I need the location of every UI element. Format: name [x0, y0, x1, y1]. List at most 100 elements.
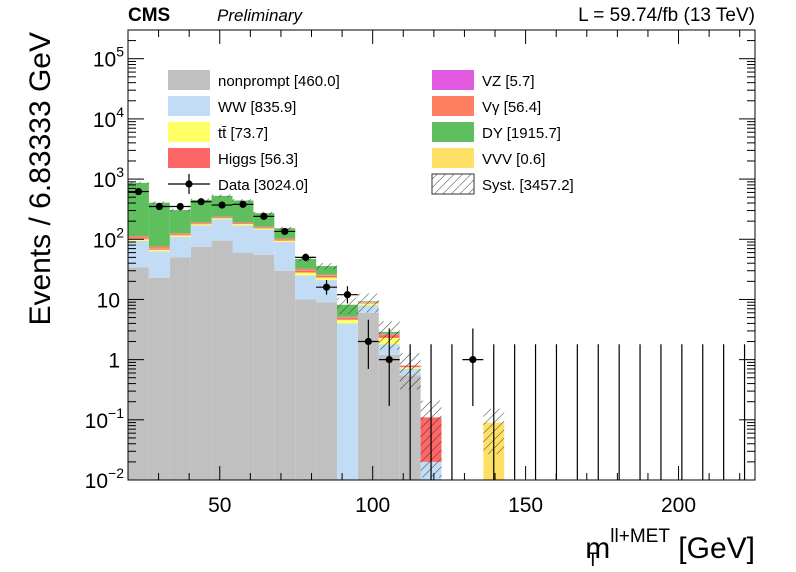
bar-DY [190, 199, 212, 223]
data-point [302, 253, 310, 261]
data-point [197, 198, 205, 206]
bar-Higgs [253, 227, 275, 229]
x-axis-title-sup: ll+MET [610, 526, 670, 547]
data-point [239, 200, 247, 208]
data-points [128, 187, 746, 480]
bar-DY [128, 182, 149, 237]
bar-nonprompt [169, 257, 191, 480]
bar-DY [148, 202, 170, 247]
bar-ttbar [169, 235, 191, 237]
syst-band-bin [316, 263, 337, 270]
legend-swatch-syst [431, 173, 475, 195]
bar-ttbar [190, 224, 212, 226]
bar-DY [232, 200, 254, 223]
bar-nonprompt [253, 254, 275, 480]
bar-nonprompt [148, 277, 170, 480]
syst-band-bin [336, 297, 358, 315]
bar-Higgs [232, 223, 254, 225]
legend-label: DY [1915.7] [482, 125, 561, 142]
bar-WW [190, 225, 212, 247]
legend-label: VZ [5.7] [482, 73, 535, 90]
bar-DY [169, 210, 191, 234]
bar-Vgamma [274, 238, 296, 240]
bar-ttbar [295, 272, 317, 276]
bar-WW [336, 323, 358, 480]
bar-ttbar [336, 319, 358, 324]
bar-nonprompt [295, 299, 317, 480]
y-axis-title: Events / 6.83333 GeV [24, 32, 57, 326]
bar-Higgs [316, 275, 337, 278]
syst-band-bin [211, 194, 233, 198]
plot-frame [127, 29, 756, 481]
legend-swatch-VVV [432, 148, 474, 168]
syst-band-bin [232, 199, 254, 202]
bar-Vgamma [232, 222, 254, 224]
bar-Vgamma [128, 236, 149, 238]
data-point [322, 283, 331, 291]
x-tick-label: 100 [355, 494, 390, 517]
legend-swatch-Higgs [168, 148, 210, 168]
bar-ttbar [316, 277, 337, 281]
legend-swatch-VZ [432, 70, 474, 90]
bar-Higgs [190, 223, 212, 225]
bar-nonprompt [357, 312, 379, 480]
bar-Higgs [148, 248, 170, 250]
bar-Vgamma [211, 216, 233, 218]
axes: 50 100 150 200 10−2 10−1 1 10 102 103 104 105 [85, 29, 756, 517]
legend-label: Vγ [56.4] [482, 99, 541, 116]
legend-swatch-ttbar [168, 122, 210, 142]
data-point [281, 227, 289, 236]
bar-nonprompt [211, 240, 233, 480]
data-point [364, 337, 372, 346]
data-point [469, 356, 477, 364]
bar-nonprompt [316, 302, 337, 480]
bar-WW [128, 240, 149, 268]
legend-label: Syst. [3457.2] [482, 177, 574, 194]
bar-DY [316, 266, 337, 275]
data-point [176, 202, 184, 211]
legend-swatch-WW [168, 96, 210, 116]
x-tick-label: 50 [208, 494, 231, 517]
legend-label: nonprompt [460.0] [218, 73, 340, 90]
bar-DY [295, 258, 317, 269]
syst-band-bin [148, 201, 170, 205]
bar-Higgs [295, 270, 317, 273]
data-point [260, 212, 268, 220]
legend-label: VVV [0.6] [482, 151, 545, 168]
status-label: Preliminary [217, 6, 304, 25]
legend-swatch-nonprompt [168, 70, 210, 90]
experiment-label: CMS [128, 5, 170, 26]
y-tick-label: 1 [108, 350, 120, 373]
stack-bars [128, 182, 505, 480]
x-axis-title-unit: [GeV] [670, 532, 755, 565]
bar-WW [274, 242, 296, 271]
data-point [385, 356, 393, 364]
data-point [134, 187, 143, 196]
bar-Higgs [274, 239, 296, 241]
legend-label: tt̄ [73.7] [218, 125, 268, 142]
x-axis-title-base: m [585, 532, 610, 565]
bar-ttbar [128, 239, 149, 241]
bar-Vgamma [253, 226, 275, 228]
legend-label: Data [3024.0] [218, 177, 308, 194]
legend-swatch-Vgamma [432, 96, 474, 116]
syst-band-bin [357, 293, 379, 313]
bar-nonprompt [190, 246, 212, 480]
bar-WW [232, 225, 254, 253]
y-tick-label: 10−2 [85, 465, 125, 493]
bar-Higgs [169, 234, 191, 236]
x-axis-title-sub: T [587, 550, 599, 571]
bar-Vgamma [169, 233, 191, 235]
x-tick-label: 150 [508, 494, 543, 517]
bar-ttbar [274, 240, 296, 243]
legend-label: WW [835.9] [218, 99, 296, 116]
bar-Higgs [336, 318, 358, 320]
syst-band-bin [128, 181, 149, 185]
bar-Vgamma [336, 316, 358, 318]
bar-nonprompt [378, 354, 400, 480]
bar-ttbar [148, 249, 170, 252]
bar-WW [253, 229, 275, 255]
bar-WW [295, 275, 317, 300]
bar-Higgs [128, 238, 149, 240]
